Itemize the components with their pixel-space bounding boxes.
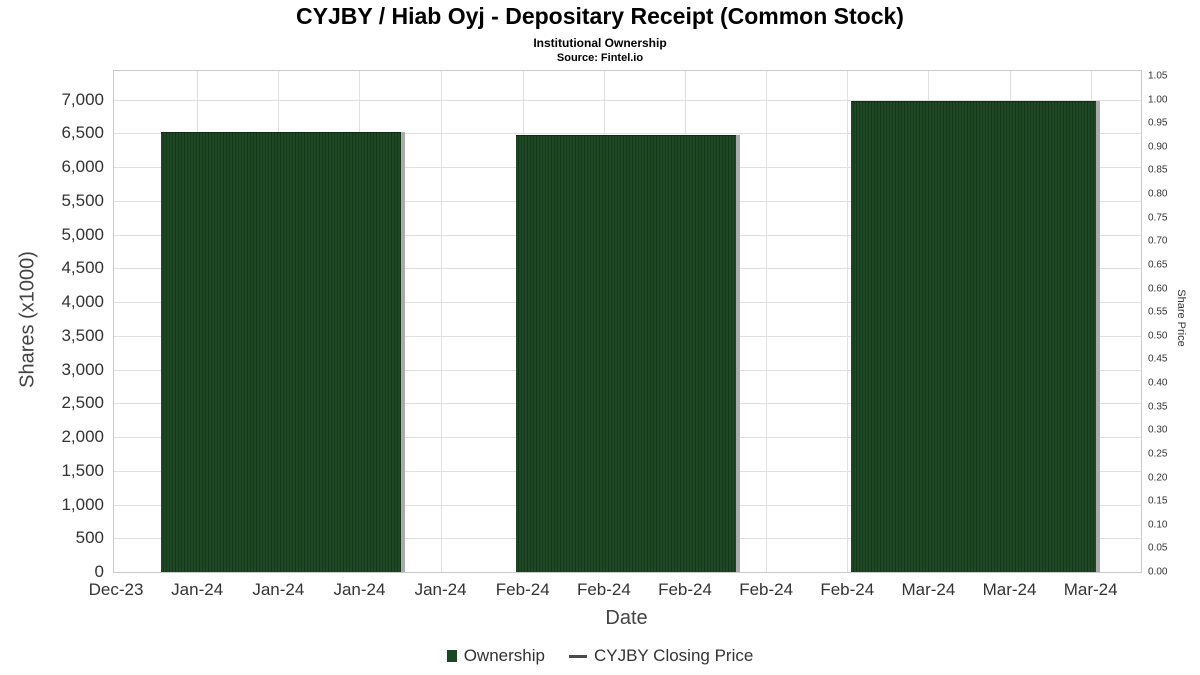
y-axis-label-left: Shares (x1000) — [16, 251, 39, 388]
y-right-tick-label: 0.95 — [1148, 117, 1168, 129]
y-right-tick-label: 0.50 — [1148, 330, 1168, 342]
line-swatch-icon — [568, 654, 587, 658]
legend: Ownership CYJBY Closing Price — [0, 646, 1200, 666]
y-right-tick-label: 0.75 — [1148, 212, 1168, 224]
y-right-tick-label: 1.00 — [1148, 94, 1168, 106]
y-left-tick-label: 6,500 — [61, 123, 104, 143]
y-left-tick-label: 2,500 — [61, 393, 104, 413]
legend-label-ownership: Ownership — [463, 646, 545, 665]
y-right-tick-label: 0.45 — [1148, 353, 1168, 365]
y-right-tick-label: 0.15 — [1148, 495, 1168, 507]
bar-swatch-icon — [446, 650, 457, 662]
y-right-tick-label: 0.25 — [1148, 448, 1168, 460]
legend-item-closing-price: CYJBY Closing Price — [568, 646, 754, 666]
x-tick-label: Feb-24 — [495, 580, 550, 599]
y-left-tick-label: 4,500 — [61, 258, 104, 278]
x-tick-label: Feb-24 — [576, 580, 631, 599]
y-right-tick-label: 0.35 — [1148, 401, 1168, 413]
v-gridline — [766, 71, 768, 572]
y-left-tick-label: 3,000 — [61, 359, 104, 379]
y-right-tick-label: 0.10 — [1148, 519, 1168, 531]
x-tick-label: Jan-24 — [171, 580, 224, 599]
chart-title: CYJBY / Hiab Oyj - Depositary Receipt (C… — [296, 3, 904, 29]
y-left-tick-label: 7,000 — [61, 89, 104, 109]
x-tick-label: Mar-24 — [982, 580, 1037, 599]
x-tick-label: Feb-24 — [739, 580, 794, 599]
y-right-tick-label: 0.80 — [1148, 188, 1168, 200]
y-right-tick-label: 0.00 — [1148, 566, 1168, 578]
y-right-tick-label: 0.40 — [1148, 377, 1168, 389]
x-tick-label: Mar-24 — [901, 580, 956, 599]
y-right-tick-label: 0.05 — [1148, 542, 1168, 554]
v-gridline — [440, 71, 442, 572]
y-right-tick-label: 0.90 — [1148, 141, 1168, 153]
y-right-tick-label: 0.30 — [1148, 424, 1168, 436]
h-gridline — [114, 133, 1141, 135]
legend-label-closing-price: CYJBY Closing Price — [593, 646, 754, 665]
x-tick-label: Mar-24 — [1063, 580, 1118, 599]
y-right-tick-label: 0.70 — [1148, 235, 1168, 247]
y-left-tick-label: 4,000 — [61, 292, 104, 312]
y-left-tick-label: 500 — [75, 528, 104, 548]
v-gridline — [847, 71, 849, 572]
y-left-tick-label: 5,000 — [61, 224, 104, 244]
ownership-bar-jan-24 — [161, 132, 401, 572]
x-axis-label: Date — [605, 607, 648, 629]
chart-subtitle: Institutional Ownership — [533, 36, 667, 50]
y-left-tick-label: 5,500 — [61, 190, 104, 210]
y-right-tick-label: 0.85 — [1148, 164, 1168, 176]
chart-source: Source: Fintel.io — [556, 52, 644, 64]
y-axis-label-right: Share Price — [1175, 289, 1187, 347]
ownership-bar-feb-24 — [515, 135, 737, 572]
x-tick-label: Jan-24 — [414, 580, 467, 599]
y-left-tick-label: 0 — [94, 562, 104, 581]
plot-area: 0 500 1,000 1,500 2,000 2,500 3,000 3,500 4,000 4… — [61, 70, 1167, 599]
y-right-tick-label: 1.05 — [1148, 70, 1168, 82]
x-tick-label: Feb-24 — [820, 580, 875, 599]
y-right-tick-label: 0.55 — [1148, 306, 1168, 318]
y-left-tick-label: 6,000 — [61, 157, 104, 177]
y-right-tick-label: 0.60 — [1148, 283, 1168, 295]
y-left-tick-label: 3,500 — [61, 325, 104, 345]
y-right-tick-label: 0.65 — [1148, 259, 1168, 271]
x-tick-label: Jan-24 — [252, 580, 305, 599]
x-tick-label: Jan-24 — [333, 580, 386, 599]
y-left-tick-label: 2,000 — [61, 427, 104, 447]
x-tick-label: Feb-24 — [658, 580, 712, 599]
h-gridline — [114, 99, 1141, 101]
y-right-tick-label: 0.20 — [1148, 472, 1168, 484]
x-tick-label: Dec-23 — [88, 580, 144, 599]
ownership-bar-mar-24 — [851, 100, 1096, 572]
y-left-tick-label: 1,500 — [61, 460, 104, 480]
y-left-tick-label: 1,000 — [61, 494, 104, 514]
legend-item-ownership: Ownership — [446, 646, 545, 666]
